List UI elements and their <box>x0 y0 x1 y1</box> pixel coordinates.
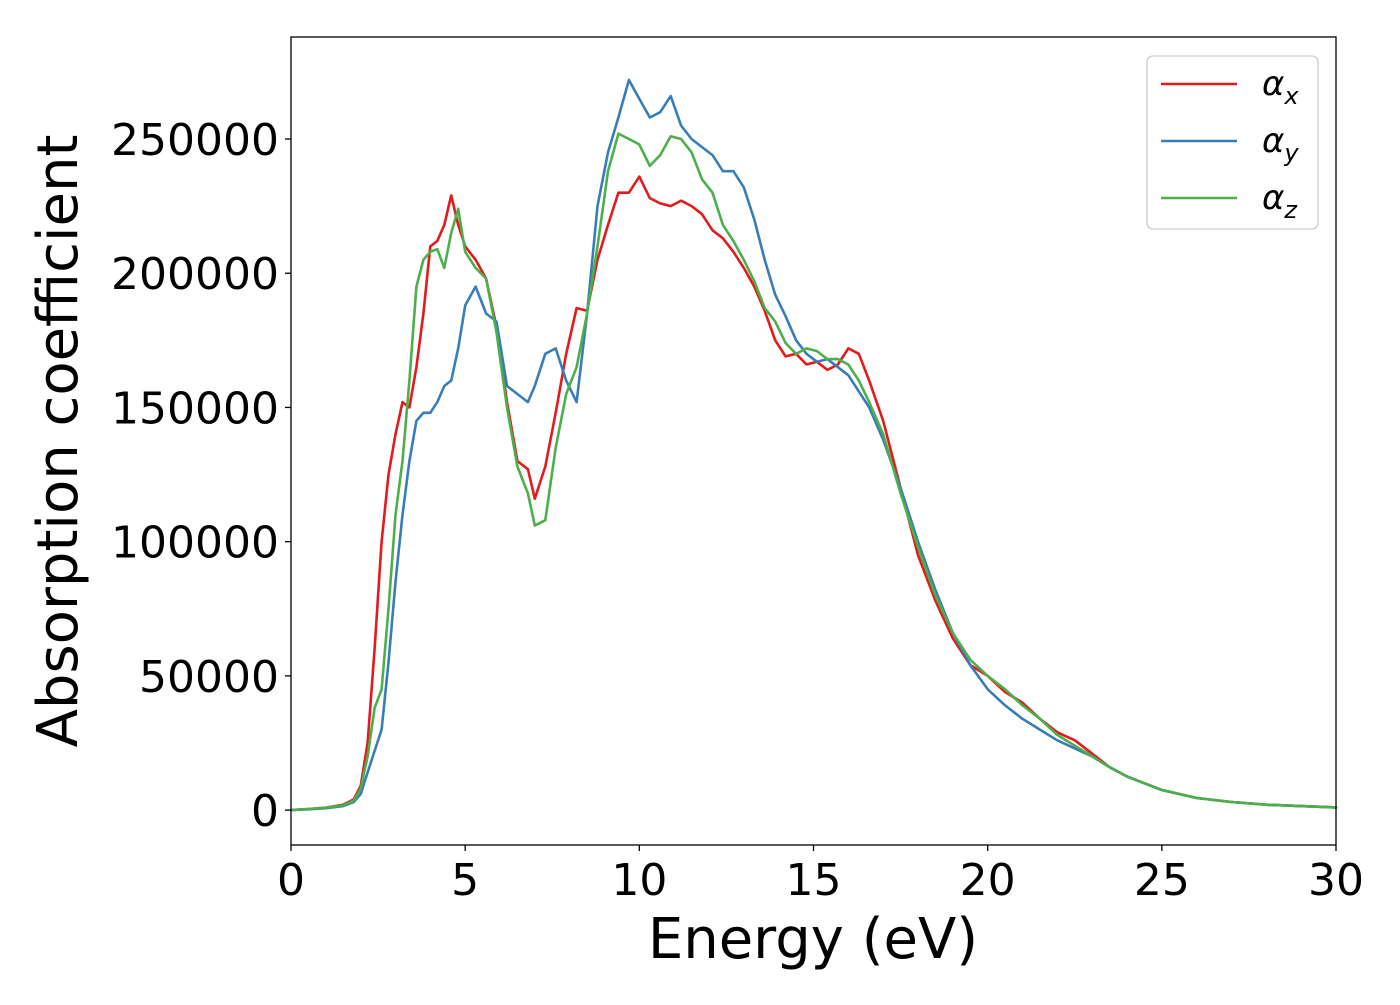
y-axis-ticks: 0 50000 100000 150000 200000 250000 <box>111 115 291 837</box>
x-tick-label: 5 <box>451 855 479 906</box>
x-axis-ticks: 0 5 10 15 20 25 30 <box>277 845 1364 906</box>
legend-box <box>1146 55 1319 230</box>
x-axis-title: Energy (eV) <box>648 907 978 972</box>
y-axis-title: Absorption coefficient <box>26 135 91 748</box>
series-line-x <box>289 175 1338 812</box>
y-tick-label: 150000 <box>111 383 279 434</box>
y-tick-label: 50000 <box>139 652 279 703</box>
series-line-z <box>289 132 1338 812</box>
y-tick-label: 0 <box>251 786 279 837</box>
x-tick-label: 25 <box>1134 855 1190 906</box>
series-line-y <box>289 78 1338 812</box>
legend-item-y: αy <box>1161 121 1299 167</box>
y-tick-label: 200000 <box>111 249 279 300</box>
x-tick-label: 30 <box>1308 855 1364 906</box>
x-tick-label: 10 <box>611 855 667 906</box>
x-tick-label: 0 <box>277 855 305 906</box>
y-tick-label: 100000 <box>111 518 279 569</box>
series-layer <box>289 78 1338 812</box>
y-tick-label: 250000 <box>111 115 279 166</box>
x-tick-label: 15 <box>786 855 842 906</box>
x-tick-label: 20 <box>960 855 1016 906</box>
